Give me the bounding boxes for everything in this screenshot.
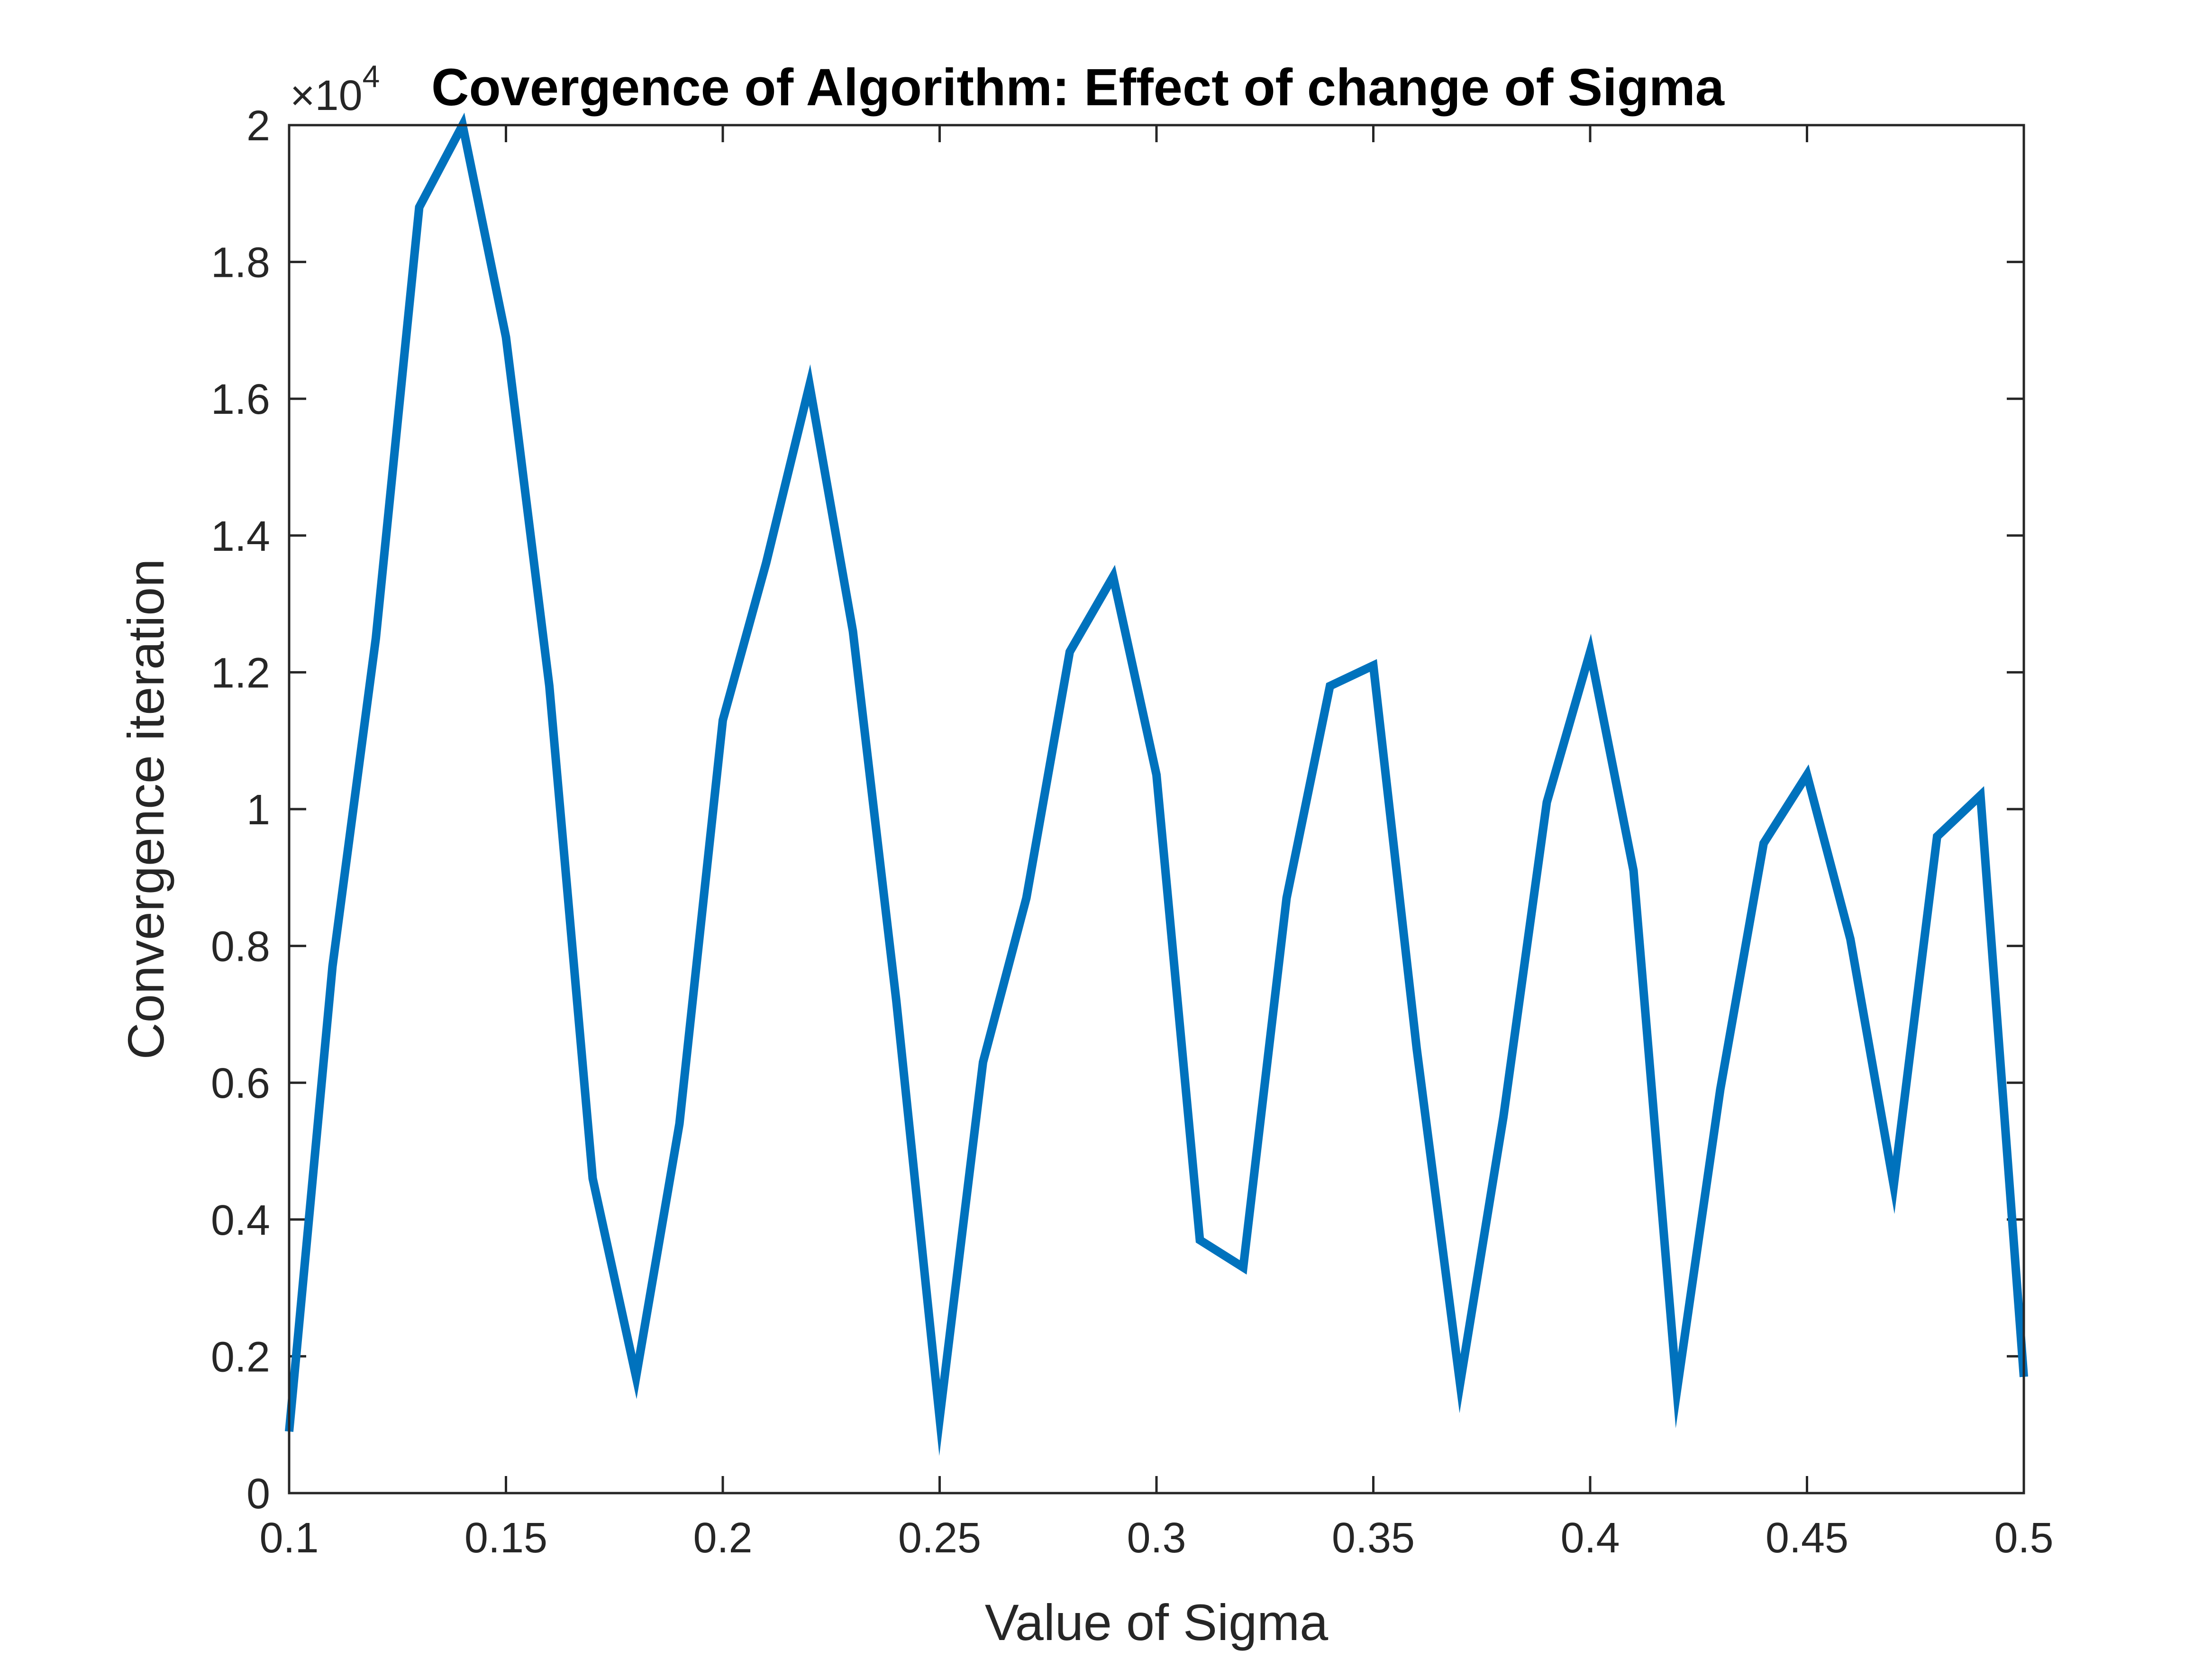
- x-axis-label: Value of Sigma: [985, 1594, 1329, 1651]
- data-point: [636, 1376, 637, 1377]
- axes-box: [288, 124, 2025, 1495]
- x-tick-label: 0.35: [1332, 1514, 1415, 1562]
- y-tick-label: 0: [246, 1470, 270, 1518]
- y-tick-label: 0.4: [211, 1197, 270, 1244]
- y-tick-label: 0.2: [211, 1333, 270, 1381]
- x-tick-label: 0.5: [1994, 1514, 2053, 1562]
- y-tick-label: 1: [246, 786, 270, 834]
- y-tick-label: 2: [246, 102, 270, 150]
- x-tick-label: 0.2: [693, 1514, 752, 1562]
- axis-tick-labels: 0.1 0.15 0.2 0.25 0.3 0.35 0.4 0.45 0.5 0 0.2 0.4 0.…: [211, 102, 2054, 1562]
- y-axis-exponent-base: ×10: [290, 72, 363, 119]
- y-tick-label: 1.4: [211, 513, 270, 560]
- x-tick-label: 0.25: [898, 1514, 981, 1562]
- data-point: [1980, 795, 1981, 796]
- x-tick-label: 0.3: [1127, 1514, 1186, 1562]
- series-line: [285, 112, 2028, 1456]
- x-tick-label: 0.15: [464, 1514, 547, 1562]
- y-axis-exponent-power: 4: [363, 59, 380, 94]
- data-point: [1633, 870, 1634, 871]
- y-axis-label: Convergence iteration: [117, 559, 174, 1060]
- y-tick-label: 0.8: [211, 923, 270, 971]
- series-layer: [285, 112, 2028, 1456]
- x-tick-label: 0.1: [259, 1514, 319, 1562]
- x-tick-label: 0.4: [1560, 1514, 1620, 1562]
- y-tick-label: 1.6: [211, 376, 270, 423]
- x-tick-label: 0.45: [1766, 1514, 1848, 1562]
- data-point: [1937, 836, 1938, 837]
- y-tick-label: 1.8: [211, 239, 270, 287]
- y-axis-exponent: ×104: [290, 59, 380, 119]
- chart-title: Covergence of Algorithm: Effect of chang…: [431, 58, 1725, 117]
- data-point: [592, 1178, 593, 1179]
- y-tick-label: 0.6: [211, 1060, 270, 1107]
- y-tick-label: 1.2: [211, 649, 270, 697]
- data-point: [679, 1123, 680, 1124]
